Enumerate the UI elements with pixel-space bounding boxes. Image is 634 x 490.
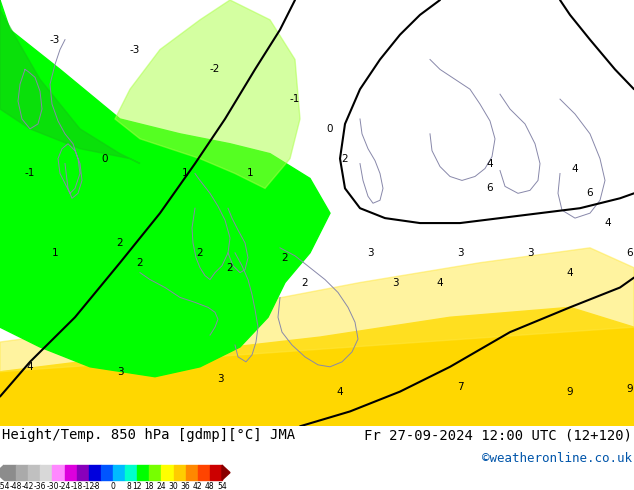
Text: Fr 27-09-2024 12:00 UTC (12+120): Fr 27-09-2024 12:00 UTC (12+120) xyxy=(364,428,632,442)
Polygon shape xyxy=(0,307,634,426)
Bar xyxy=(113,465,125,480)
Text: 4: 4 xyxy=(487,159,493,169)
Text: -1: -1 xyxy=(25,169,36,178)
Bar xyxy=(125,465,137,480)
Text: 4: 4 xyxy=(437,277,443,288)
Bar xyxy=(174,465,186,480)
Text: 4: 4 xyxy=(567,268,573,278)
Bar xyxy=(186,465,198,480)
Text: 3: 3 xyxy=(366,248,373,258)
Polygon shape xyxy=(0,0,140,164)
Text: ©weatheronline.co.uk: ©weatheronline.co.uk xyxy=(482,452,632,465)
Text: 2: 2 xyxy=(117,238,123,248)
Bar xyxy=(162,465,174,480)
Text: 2: 2 xyxy=(342,154,348,164)
Text: -3: -3 xyxy=(50,35,60,45)
Bar xyxy=(29,465,41,480)
Bar xyxy=(77,465,89,480)
Polygon shape xyxy=(0,248,634,372)
Text: 3: 3 xyxy=(217,374,223,384)
Text: 48: 48 xyxy=(205,482,215,490)
Text: -1: -1 xyxy=(290,94,300,104)
Bar xyxy=(53,465,65,480)
Text: -3: -3 xyxy=(130,45,140,54)
Text: 4: 4 xyxy=(337,387,344,396)
Text: 4: 4 xyxy=(605,218,611,228)
Text: 4: 4 xyxy=(27,362,34,372)
Text: 1: 1 xyxy=(247,169,254,178)
Polygon shape xyxy=(0,0,330,377)
Text: 3: 3 xyxy=(117,367,123,377)
Bar xyxy=(210,465,222,480)
Polygon shape xyxy=(222,465,230,480)
Text: 12: 12 xyxy=(133,482,142,490)
Text: 2: 2 xyxy=(281,253,288,263)
Text: -24: -24 xyxy=(58,482,71,490)
Bar xyxy=(89,465,101,480)
Text: 3: 3 xyxy=(456,248,463,258)
Text: 3: 3 xyxy=(527,248,533,258)
Text: 3: 3 xyxy=(392,277,398,288)
Text: 1: 1 xyxy=(52,248,58,258)
Text: 54: 54 xyxy=(217,482,227,490)
Text: 4: 4 xyxy=(572,164,578,173)
Text: -54: -54 xyxy=(0,482,10,490)
Text: 30: 30 xyxy=(169,482,178,490)
Text: 9: 9 xyxy=(567,387,573,396)
Text: 0: 0 xyxy=(327,124,333,134)
Text: 0: 0 xyxy=(110,482,115,490)
Text: -8: -8 xyxy=(93,482,101,490)
Bar xyxy=(16,465,29,480)
Text: 2: 2 xyxy=(302,277,308,288)
Bar xyxy=(41,465,53,480)
Text: 18: 18 xyxy=(145,482,154,490)
Text: -12: -12 xyxy=(82,482,95,490)
Polygon shape xyxy=(0,465,4,480)
Text: 1: 1 xyxy=(182,169,188,178)
Text: 2: 2 xyxy=(197,248,204,258)
Text: 0: 0 xyxy=(101,154,108,164)
Text: 36: 36 xyxy=(181,482,191,490)
Text: -2: -2 xyxy=(210,64,220,74)
Text: 6: 6 xyxy=(487,183,493,194)
Text: 24: 24 xyxy=(157,482,166,490)
Text: 7: 7 xyxy=(456,382,463,392)
Bar xyxy=(4,465,16,480)
Bar xyxy=(137,465,150,480)
Bar xyxy=(65,465,77,480)
Text: 6: 6 xyxy=(586,188,593,198)
Text: -42: -42 xyxy=(22,482,34,490)
Text: 8: 8 xyxy=(127,482,131,490)
Text: -18: -18 xyxy=(70,482,83,490)
Text: 2: 2 xyxy=(227,263,233,272)
Text: Height/Temp. 850 hPa [gdmp][°C] JMA: Height/Temp. 850 hPa [gdmp][°C] JMA xyxy=(2,428,295,442)
Bar xyxy=(101,465,113,480)
Text: -48: -48 xyxy=(10,482,22,490)
Text: 2: 2 xyxy=(137,258,143,268)
Text: -36: -36 xyxy=(34,482,46,490)
Polygon shape xyxy=(115,0,300,188)
Bar xyxy=(198,465,210,480)
Text: 9: 9 xyxy=(626,384,633,393)
Text: -30: -30 xyxy=(46,482,59,490)
Text: 42: 42 xyxy=(193,482,203,490)
Text: 6: 6 xyxy=(626,248,633,258)
Bar xyxy=(150,465,162,480)
